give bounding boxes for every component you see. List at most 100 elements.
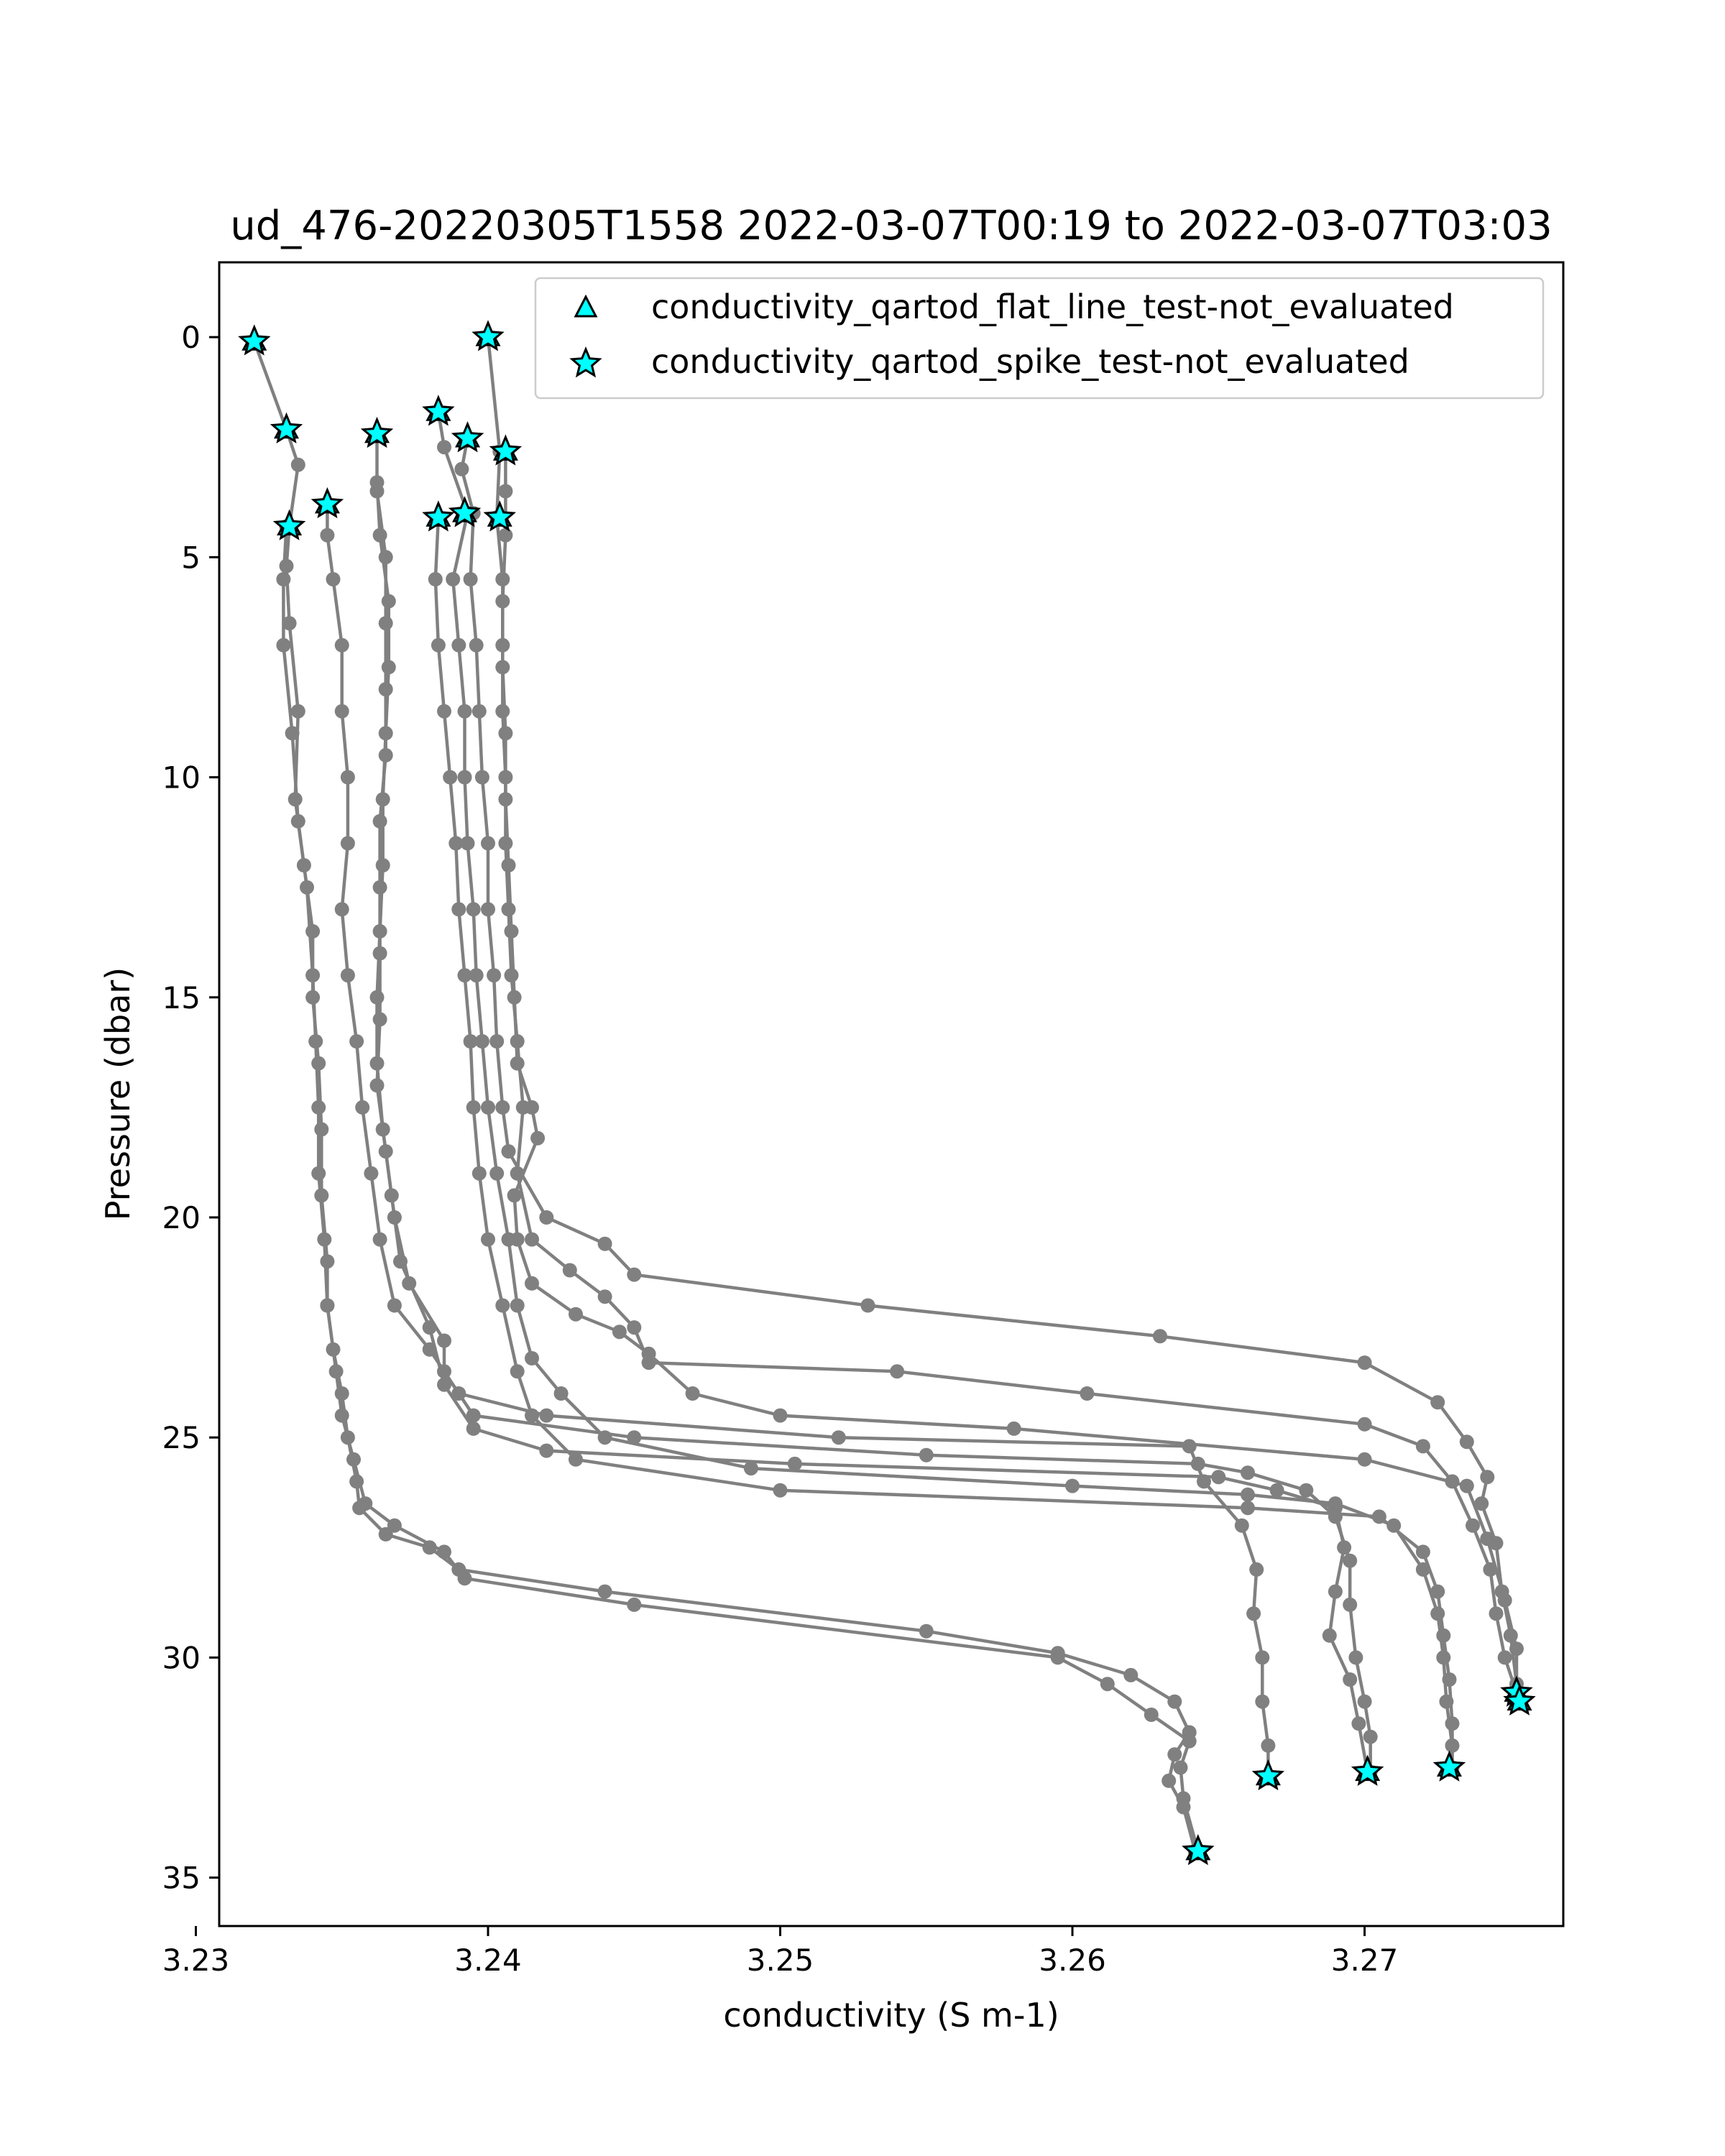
profile-point [469, 637, 484, 653]
profile-point [1480, 1531, 1495, 1547]
profile-point [1489, 1606, 1504, 1621]
profile-point [1173, 1760, 1188, 1775]
y-tick-label: 10 [162, 760, 201, 796]
profile-point [510, 1298, 525, 1313]
profile-point [466, 1100, 481, 1115]
profile-series-7 [428, 510, 1460, 1775]
profile-point [1182, 1439, 1197, 1454]
profile-point [369, 990, 385, 1005]
profile-point [498, 528, 513, 543]
spike-flag-marker [483, 500, 517, 532]
profile-point [446, 572, 461, 586]
profile-point [919, 1623, 934, 1639]
spike-flag-marker [422, 395, 455, 426]
profile-point [340, 836, 355, 851]
profile-point [890, 1364, 905, 1379]
profile-point [457, 1571, 472, 1586]
profile-point [311, 1056, 326, 1071]
profile-point [481, 1100, 495, 1115]
profile-point [428, 572, 443, 586]
profile-point [1497, 1593, 1512, 1608]
profile-point [279, 558, 294, 573]
profile-point [1430, 1584, 1445, 1599]
profile-point [1269, 1483, 1284, 1498]
profile-point [305, 968, 321, 983]
profile-point [612, 1325, 627, 1340]
profile-point [372, 1232, 387, 1247]
profile-point [372, 528, 387, 543]
profile-point [501, 902, 516, 917]
profile-point [1442, 1672, 1457, 1687]
profile-point [1386, 1518, 1402, 1533]
profile-point [530, 1130, 546, 1146]
profile-point [627, 1597, 642, 1612]
profile-point [334, 902, 349, 917]
profile-point [1255, 1650, 1270, 1665]
profile-point [1357, 1452, 1372, 1467]
profile-point [501, 1144, 516, 1159]
profile-point [300, 880, 314, 895]
profile-point [422, 1320, 437, 1335]
profile-point [1348, 1650, 1363, 1665]
profile-point [1249, 1562, 1264, 1577]
profile-point [387, 1518, 402, 1533]
profile-point [457, 770, 472, 785]
profile-point [340, 968, 355, 983]
profile-point [334, 637, 349, 653]
profile-point [1459, 1434, 1474, 1450]
spike-flag-markers [238, 320, 1536, 1866]
y-tick-label: 25 [162, 1420, 201, 1455]
profile-point [1299, 1483, 1314, 1498]
profile-point [375, 792, 390, 807]
profile-point [498, 484, 513, 499]
profile-point [1211, 1470, 1226, 1485]
profile-point [463, 1034, 478, 1049]
x-axis-label: conductivity (S m-1) [723, 1996, 1059, 2035]
profile-point [495, 660, 510, 675]
profile-point [364, 1166, 379, 1181]
profile-point [510, 1056, 525, 1071]
profile-point [1080, 1386, 1095, 1401]
profile-point [487, 968, 502, 983]
profile-point [454, 461, 469, 476]
profile-point [1167, 1694, 1182, 1709]
profile-point [1182, 1733, 1197, 1749]
profile-point [504, 923, 519, 939]
profile-point [466, 1408, 481, 1423]
profile-point [472, 704, 487, 719]
profile-point [627, 1430, 642, 1445]
profile-point [437, 440, 451, 455]
profile-line [501, 451, 1519, 1702]
profile-point [443, 770, 458, 785]
profile-point [504, 968, 519, 983]
legend-label-spike: conductivity_qartod_spike_test-not_evalu… [651, 342, 1409, 381]
profile-point [641, 1346, 656, 1361]
profile-point [466, 902, 481, 917]
profile-point [1474, 1496, 1489, 1511]
legend-label-flat-line: conductivity_qartod_flat_line_test-not_e… [651, 287, 1454, 326]
profile-point [860, 1298, 875, 1313]
profile-series-2 [276, 519, 1205, 1858]
profile-point [597, 1430, 612, 1445]
profile-point [451, 902, 466, 917]
chart-title: ud_476-20220305T1558 2022-03-07T00:19 to… [230, 203, 1552, 249]
profile-point [539, 1210, 554, 1225]
profile-point [457, 968, 472, 983]
profile-point [474, 1034, 489, 1049]
spike-flag-marker [1503, 1684, 1536, 1715]
spike-flag-marker [238, 324, 271, 356]
y-tick-label: 35 [162, 1861, 201, 1896]
profile-point [448, 836, 464, 851]
spike-flag-marker [1251, 1759, 1285, 1791]
profile-point [457, 704, 472, 719]
profile-point [498, 792, 513, 807]
profile-point [1328, 1496, 1343, 1511]
profile-point [787, 1456, 802, 1471]
profile-point [451, 637, 466, 653]
profile-point [1234, 1518, 1249, 1533]
profile-point [481, 836, 495, 851]
profile-point [346, 1452, 361, 1467]
profile-point [525, 1100, 539, 1115]
profile-point [1509, 1641, 1524, 1657]
profile-point [510, 1232, 525, 1247]
